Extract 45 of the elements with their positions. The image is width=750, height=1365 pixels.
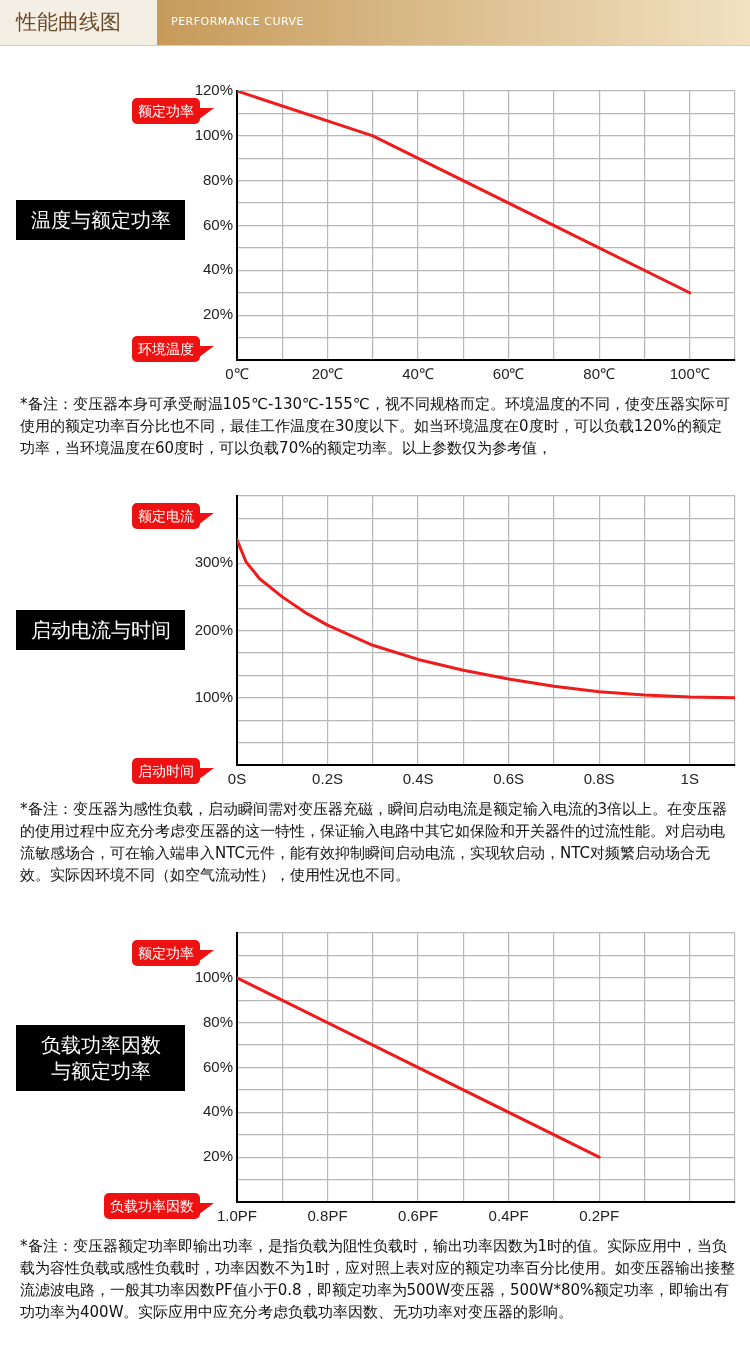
y-tick-label: 300% [194, 553, 233, 571]
y-tick-label: 20% [202, 1147, 233, 1165]
x-tick-label: 0.6PF [398, 1207, 439, 1225]
x-tick-label: 0℃ [225, 365, 249, 383]
y-tick-label: 40% [202, 260, 233, 278]
y-tick-label: 80% [202, 1012, 233, 1030]
x-tick-label: 0.4PF [488, 1207, 529, 1225]
x-tick-label: 40℃ [402, 365, 434, 383]
y-tick-label: 100% [194, 967, 233, 985]
text: 负载功率因数与额定功率 [39, 1032, 162, 1084]
y-tick-label: 200% [194, 620, 233, 638]
text: *备注：变压器额定功率即输出功率，是指负载为阻性负载时，输出功率因数为1时的值。实际应用中，当负载为容性负载或感性负载时，功率因数不为1时，应对照上表对应的额定功率百分比使用。如变压器输出接整流滤波电路，一般其功率因数PF值小于0.8，即额定功率为500W变压器，500W*80%额定功率，即输出有功功率为400W。实际应用中应充分考虑负载功率因数、无功功率对变压器的影响。 [20, 1236, 736, 1323]
y-axis-title: 额定功率 [132, 940, 200, 966]
x-tick-label: 0.2S [312, 770, 343, 788]
x-tick-label: 0.4S [402, 770, 434, 788]
text: PERFORMANCE CURVE [171, 15, 304, 28]
x-tick-label: 0.8PF [307, 1207, 348, 1225]
y-tick-label: 60% [202, 1057, 233, 1075]
x-tick-label: 20℃ [311, 365, 344, 383]
text: *备注：变压器本身可承受耐温105℃-130℃-155℃，视不同规格而定。环境温度的不同，使变压器实际可使用的额定功率百分比也不同，最佳工作温度在30度以下。如当环境温度在0度时，可以负载120%的额定功率，当环境温度在60度时，可以负载70%的额定功率。以上参数仅为参考值， [20, 394, 731, 459]
y-axis-title: 额定电流 [132, 503, 200, 529]
text: 启动电流与时间 [30, 617, 171, 643]
y-tick-label: 100% [194, 125, 233, 143]
x-tick-label: 0.8S [583, 770, 615, 788]
x-tick-label: 1.0PF [216, 1207, 258, 1225]
text: 温度与额定功率 [30, 207, 171, 233]
y-tick-label: 60% [202, 215, 233, 233]
x-tick-label: 80℃ [583, 365, 616, 383]
y-tick-label: 120% [194, 81, 233, 99]
x-tick-label: 0.2PF [579, 1207, 620, 1225]
y-tick-label: 40% [202, 1102, 233, 1120]
text: 性能曲线图 [16, 9, 121, 36]
text: *备注：变压器为感性负载，启动瞬间需对变压器充磁，瞬间启动电流是额定输入电流的3倍以上。在变压器的使用过程中应充分考虑变压器的这一特性，保证输入电路中其它如保险和开关器件的过流性能。对启动电流敏感场合，可在输入端串入NTC元件，能有效抑制瞬间启动电流，实现软启动，NTC对频繁启动场合无效。实际因环境不同（如空气流动性），使用性况也不同。 [20, 799, 729, 886]
x-tick-label: 1S [680, 770, 699, 788]
x-tick-label: 0.6S [493, 770, 525, 788]
y-tick-label: 80% [202, 170, 233, 188]
x-axis-title: 负载功率因数 [104, 1193, 200, 1219]
y-tick-label: 20% [202, 305, 233, 323]
x-tick-label: 0S [227, 770, 247, 788]
x-tick-label: 60℃ [492, 365, 525, 383]
x-tick-label: 100℃ [669, 365, 710, 383]
y-tick-label: 100% [194, 687, 233, 705]
x-axis-title: 环境温度 [132, 336, 200, 362]
y-axis-title: 额定功率 [132, 98, 200, 124]
x-axis-title: 启动时间 [132, 758, 200, 784]
